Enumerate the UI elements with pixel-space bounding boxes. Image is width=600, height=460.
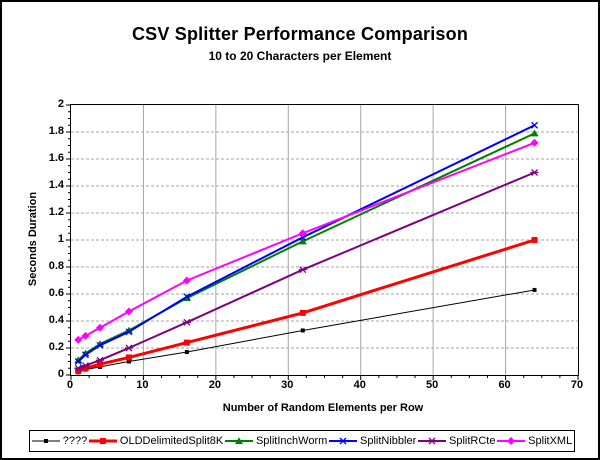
- series-line-SplitNibbler: [77, 124, 535, 363]
- y-tick-label: 0.6: [48, 287, 64, 299]
- legend-item-label: SplitNibbler: [360, 435, 417, 447]
- chart-subtitle: 10 to 20 Characters per Element: [208, 49, 392, 63]
- series-line-SplitInchWorm: [77, 132, 535, 361]
- series-marker-square-small-icon: [184, 350, 189, 355]
- y-tick-label: 1.4: [48, 179, 64, 191]
- legend-item: OLDDelimitedSplit8K: [88, 435, 224, 447]
- series-marker-asterisk-icon: [74, 364, 83, 372]
- series-marker-diamond-icon: [124, 307, 133, 316]
- legend-item-label: SplitRCte: [448, 435, 496, 447]
- series-marker-x-icon: [96, 341, 104, 349]
- series-marker-x-icon: [299, 233, 307, 241]
- x-tick-label: 60: [498, 379, 511, 391]
- series-marker-square-small-icon: [300, 328, 305, 333]
- series-marker-asterisk-icon: [530, 169, 539, 176]
- series-marker-x-icon: [82, 351, 89, 359]
- legend-item: SplitXML: [497, 435, 572, 447]
- x-tick-labels: 0 10 20 30 40 50 60 70: [67, 379, 583, 393]
- x-axis-label: Number of Random Elements per Row: [222, 402, 424, 414]
- chart-title: CSV Splitter Performance Comparison: [131, 24, 469, 44]
- y-tick-label: 1.6: [48, 152, 64, 164]
- legend-marker-asterisk-icon: [417, 437, 446, 445]
- series-marker-diamond-icon: [530, 138, 539, 147]
- plot-area: [66, 104, 579, 380]
- y-tick-label: 2: [57, 98, 64, 110]
- x-tick-label: 0: [66, 379, 74, 391]
- series-marker-diamond-icon: [298, 229, 307, 238]
- series-marker-asterisk-icon: [95, 356, 104, 364]
- y-tick-label: 1.8: [48, 125, 64, 137]
- legend: ???? OLDDelimitedSplit8K SplitInchWorm Spli…: [29, 430, 575, 452]
- legend-marker-x-icon: [329, 437, 358, 445]
- series-marker-triangle-icon: [81, 349, 90, 357]
- legend-marker-square-icon: [88, 438, 117, 444]
- series-marker-square-icon: [96, 361, 103, 368]
- series-marker-asterisk-icon: [182, 318, 191, 326]
- legend-item: SplitNibbler: [329, 435, 416, 447]
- legend-item: SplitRCte: [417, 435, 496, 447]
- series-marker-x-icon: [125, 328, 133, 336]
- legend-marker-triangle-icon: [224, 437, 253, 444]
- series-marker-square-icon: [75, 367, 82, 374]
- y-tick-label: 1.2: [48, 206, 64, 218]
- x-tick-label: 40: [353, 379, 366, 391]
- series-marker-square-small-icon: [126, 359, 131, 364]
- legend-item-label: OLDDelimitedSplit8K: [119, 435, 224, 447]
- series-marker-square-icon: [125, 354, 132, 361]
- series-marker-asterisk-icon: [81, 362, 90, 370]
- series-marker-diamond-icon: [74, 335, 83, 344]
- plot-svg: [66, 104, 579, 380]
- x-tick-label: 50: [426, 379, 439, 391]
- series-marker-diamond-icon: [182, 276, 191, 285]
- series-marker-square-icon: [82, 365, 89, 372]
- x-tick-label: 20: [208, 379, 221, 391]
- series-line-SplitRCte: [77, 171, 535, 370]
- series-marker-x-icon: [183, 293, 191, 301]
- y-tick-label: 0.4: [48, 314, 64, 326]
- y-tick-label: 1: [57, 233, 64, 245]
- legend-item-label: ????: [62, 435, 88, 447]
- series-marker-diamond-icon: [81, 331, 90, 340]
- y-tick-label: 0.2: [48, 341, 64, 353]
- series-marker-x-icon: [74, 358, 82, 365]
- legend-item: SplitInchWorm: [224, 435, 328, 447]
- x-tick-label: 70: [570, 379, 584, 391]
- legend-marker-diamond-icon: [497, 437, 526, 445]
- legend-marker-square-small-icon: [31, 439, 60, 443]
- series-line-OLDDelimitedSplit8K: [77, 238, 535, 373]
- series-marker-square-icon: [531, 237, 538, 243]
- y-tick-label: 0: [57, 368, 64, 380]
- series-marker-square-small-icon: [532, 287, 537, 292]
- series-marker-square-icon: [299, 309, 306, 316]
- series-marker-triangle-icon: [298, 237, 307, 245]
- legend-item: ????: [31, 435, 88, 447]
- series-marker-triangle-icon: [74, 356, 83, 364]
- series-marker-diamond-icon: [95, 323, 104, 332]
- series-marker-square-icon: [183, 339, 190, 346]
- legend-item-label: SplitXML: [528, 435, 573, 447]
- legend-item-label: SplitInchWorm: [255, 435, 328, 447]
- series-marker-asterisk-icon: [298, 266, 307, 274]
- series-marker-asterisk-icon: [124, 344, 133, 352]
- x-tick-label: 10: [136, 379, 149, 391]
- x-tick-label: 30: [281, 379, 294, 391]
- y-tick-label: 0.8: [48, 260, 64, 272]
- y-tick-labels: 0 0.2 0.4 0.6 0.8 1 1.2 1.4 1.6 1.8 2: [22, 98, 64, 380]
- series-marker-triangle-icon: [530, 129, 539, 137]
- series-marker-x-icon: [531, 121, 539, 129]
